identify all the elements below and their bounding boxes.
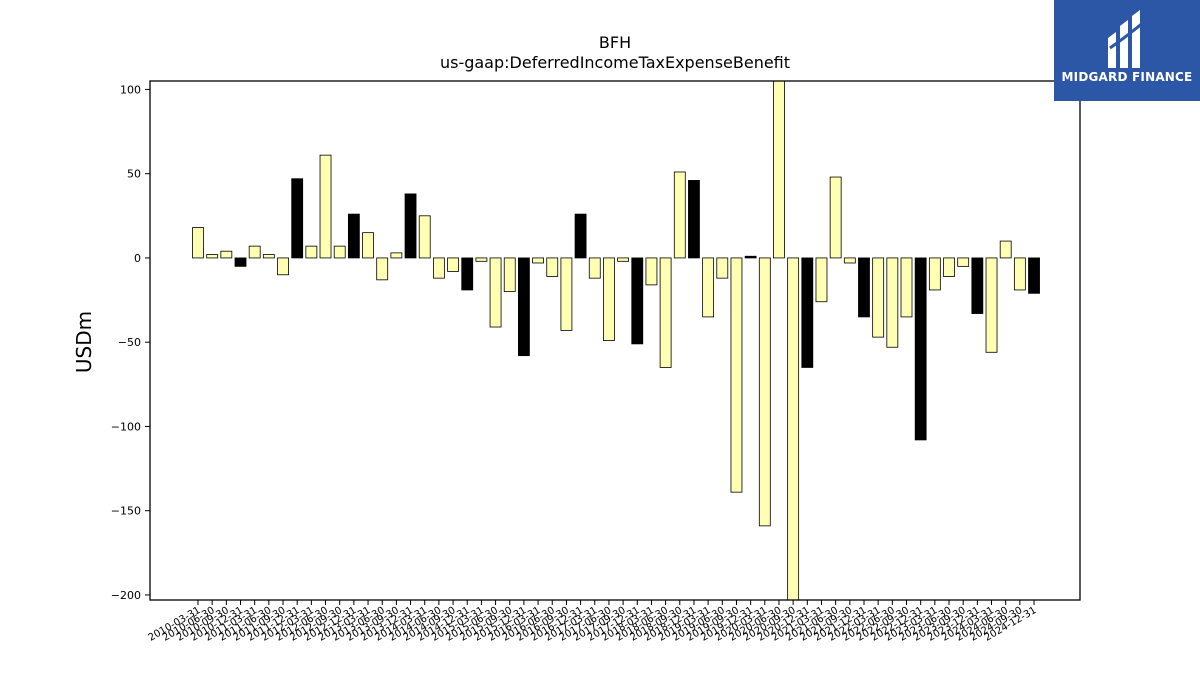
bar-2021-06-30 [829,176,842,259]
bar-2014-03-31 [418,215,431,259]
y-axis-ticks: 100 50 0 −50 −100 −150 −200 [111,83,150,602]
bar-2020-12-31 [801,257,814,368]
bar-2016-03-31 [532,257,544,264]
bar-2015-09-30 [503,257,516,293]
bar-2015-12-31 [518,257,530,357]
bar-2015-03-31 [475,257,488,262]
bar-2019-03-31 [702,257,715,318]
y-tick-label: −150 [111,505,141,518]
bar-2022-06-30 [886,257,899,348]
bar-2019-12-31 [744,255,757,259]
bar-2010-06-30 [206,254,219,259]
bar-2022-03-31 [872,257,885,338]
bar-2021-03-31 [815,257,828,303]
bar-2023-03-31 [928,257,941,291]
bar-2016-06-30 [546,257,559,277]
bar-2010-09-30 [220,250,233,259]
bar-2014-06-30 [432,257,445,279]
bar-2010-03-31 [192,227,204,259]
bar-2017-09-30 [617,257,629,262]
chart-title: BFH [599,33,631,52]
chart-subtitle: us-gaap:DeferredIncomeTaxExpenseBenefit [440,53,790,72]
y-tick-label: 0 [134,252,141,265]
bar-2024-09-30 [1013,257,1026,291]
bar-2020-03-31 [758,257,771,527]
bar-2017-06-30 [603,257,615,341]
bar-2017-12-31 [631,257,644,345]
bar-2018-09-30 [673,171,686,259]
bar-2020-06-30 [773,80,785,259]
bar-2020-09-30 [787,257,800,601]
bar-2018-03-31 [645,257,658,286]
bar-2012-06-30 [319,154,332,259]
y-axis-label: USDm [72,311,96,373]
bar-2016-09-30 [560,257,573,331]
y-tick-label: −100 [111,420,141,433]
bar-2023-06-30 [943,257,955,277]
bar-2022-09-30 [900,257,913,318]
bar-2019-09-30 [730,257,743,493]
bar-2011-03-31 [248,245,261,259]
bar-2017-03-31 [588,257,601,279]
bar-2018-12-31 [688,180,700,259]
bar-2011-12-31 [291,178,304,259]
bar-2012-03-31 [305,245,318,259]
y-tick-label: 50 [127,168,141,181]
y-tick-label: −200 [111,589,141,602]
bar-2015-06-30 [489,257,502,328]
plot-frame [149,80,1081,601]
bar-2023-09-30 [957,257,970,267]
logo-text: MIDGARD FINANCE [1061,70,1193,84]
bar-2024-06-30 [999,240,1012,259]
bar-2012-12-31 [347,213,360,259]
y-tick-label: 100 [120,83,141,96]
bar-2016-12-31 [574,213,587,259]
bar-2013-12-31 [404,193,417,259]
bar-2013-03-31 [362,232,374,259]
bar-2018-06-30 [659,257,672,368]
bar-2024-03-31 [985,257,998,353]
midgard-finance-logo: MIDGARD FINANCE [1054,0,1200,101]
bar-2014-12-31 [461,257,474,291]
bar-2024-12-31 [1028,257,1040,294]
logo-mark-icon [1108,10,1145,68]
bar-2022-12-31 [914,257,927,441]
bar-2014-09-30 [447,257,459,272]
y-tick-label: −50 [118,336,141,349]
bar-2013-09-30 [390,252,403,259]
bar-2011-09-30 [277,257,289,276]
bar-2012-09-30 [333,245,346,259]
bar-2011-06-30 [262,254,275,259]
bar-2021-09-30 [843,257,856,264]
bar-2021-12-31 [858,257,870,318]
bars-group [192,80,1040,601]
bar-2023-12-31 [971,257,984,314]
bar-2019-06-30 [716,257,729,279]
x-axis-ticks: 2010-03-312010-06-302010-09-302010-12-31… [147,600,1039,644]
bar-2010-12-31 [234,257,247,267]
bar-2013-06-30 [376,257,389,281]
